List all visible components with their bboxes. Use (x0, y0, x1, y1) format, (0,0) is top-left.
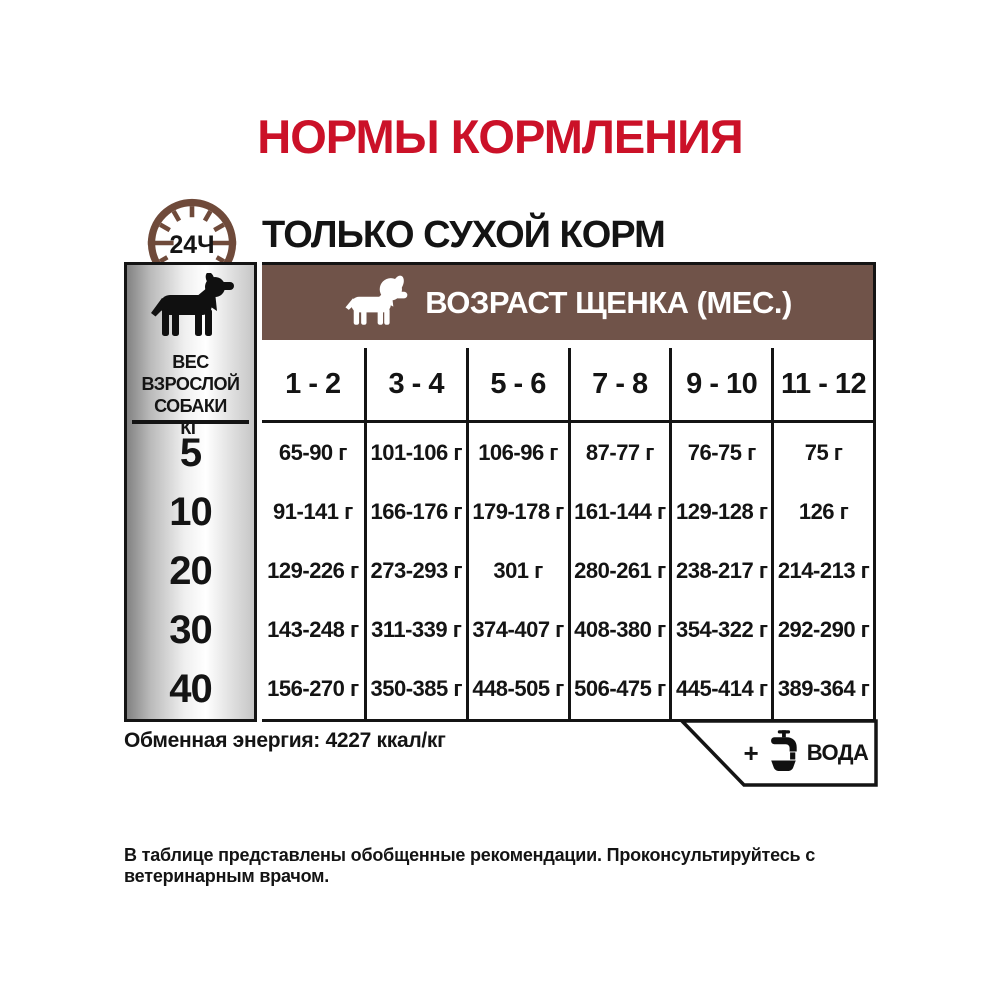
ration-value-cell: 301 г (465, 541, 568, 601)
puppy-age-header: ВОЗРАСТ ЩЕНКА (МЕС.) (262, 265, 873, 340)
ration-value-cell: 129-226 г (267, 557, 359, 583)
vet-footnote: В таблице представлены обобщенные рекоме… (124, 845, 816, 886)
ration-value-cell: 101-106 г (363, 423, 466, 483)
age-column-header: 5 - 6 (465, 348, 568, 423)
puppy-icon (343, 273, 409, 332)
ration-value-cell: 292-290 г (771, 600, 873, 660)
age-column-header: 9 - 10 (669, 348, 772, 423)
water-label: ВОДА (806, 740, 869, 765)
ration-value-cell: 389-364 г (771, 659, 873, 719)
energy-note: Обменная энергия: 4227 ккал/кг (124, 729, 446, 752)
weight-row-label: 30 (169, 608, 213, 652)
ration-value-cell: 238-217 г (669, 541, 771, 601)
weight-header-divider (132, 420, 249, 424)
weight-row-label: 20 (169, 549, 213, 593)
ration-value-cell: 280-261 г (567, 541, 670, 601)
ration-value-cell: 76-75 г (669, 423, 771, 483)
age-column-header: 3 - 4 (363, 348, 466, 423)
feeding-table: ВЕС ВЗРОСЛОЙ СОБАКИ КГ 5 10 20 30 40 (124, 262, 878, 787)
ration-value-cell: 448-505 г (465, 659, 568, 719)
ration-value-cell: 129-128 г (669, 482, 771, 542)
ration-value-cell: 214-213 г (771, 541, 873, 601)
ration-value-cell: 156-270 г (267, 676, 359, 702)
ration-value-cell: 75 г (771, 423, 873, 483)
ration-value-cell: 273-293 г (363, 541, 466, 601)
ration-value-cell: 350-385 г (363, 659, 466, 719)
ration-value-cell: 311-339 г (363, 600, 466, 660)
adult-dog-icon (127, 273, 254, 343)
puppy-age-title: ВОЗРАСТ ЩЕНКА (МЕС.) (425, 284, 792, 320)
ration-value-cell: 445-414 г (669, 659, 771, 719)
ration-value-cell: 161-144 г (567, 482, 670, 542)
ration-value-cell: 374-407 г (465, 600, 568, 660)
water-tap-icon (766, 729, 800, 777)
plus-sign: + (743, 738, 759, 768)
weight-row-label: 40 (169, 667, 213, 711)
water-badge: + ВОДА (680, 719, 880, 789)
ration-value-cell: 91-141 г (273, 498, 353, 524)
ration-value-cell: 166-176 г (363, 482, 466, 542)
clock-24h-label: 24Ч (169, 232, 214, 259)
weight-row-labels: 5 10 20 30 40 (127, 424, 254, 719)
ration-value-cell: 106-96 г (465, 423, 568, 483)
adult-weight-header: ВЕС ВЗРОСЛОЙ СОБАКИ КГ (141, 352, 240, 438)
ration-value-cell: 408-380 г (567, 600, 670, 660)
ration-value-cell: 126 г (771, 482, 873, 542)
ration-value-cell: 143-248 г (267, 617, 359, 643)
ration-value-cell: 65-90 г (278, 439, 348, 465)
dry-food-only-heading: ТОЛЬКО СУХОЙ КОРМ (262, 214, 666, 256)
age-column-header: 1 - 2 (262, 348, 364, 423)
adult-weight-column: ВЕС ВЗРОСЛОЙ СОБАКИ КГ 5 10 20 30 40 (124, 262, 257, 722)
ration-value-cell: 87-77 г (567, 423, 670, 483)
ration-value-cell: 354-322 г (669, 600, 771, 660)
ration-value-cell: 179-178 г (465, 482, 568, 542)
age-column-header: 11 - 12 (771, 348, 873, 423)
age-column-header: 7 - 8 (567, 348, 670, 423)
weight-row-label: 5 (179, 431, 202, 475)
weight-row-label: 10 (169, 490, 213, 534)
page-title: НОРМЫ КОРМЛЕНИЯ (257, 110, 743, 163)
ration-value-cell: 506-475 г (567, 659, 670, 719)
